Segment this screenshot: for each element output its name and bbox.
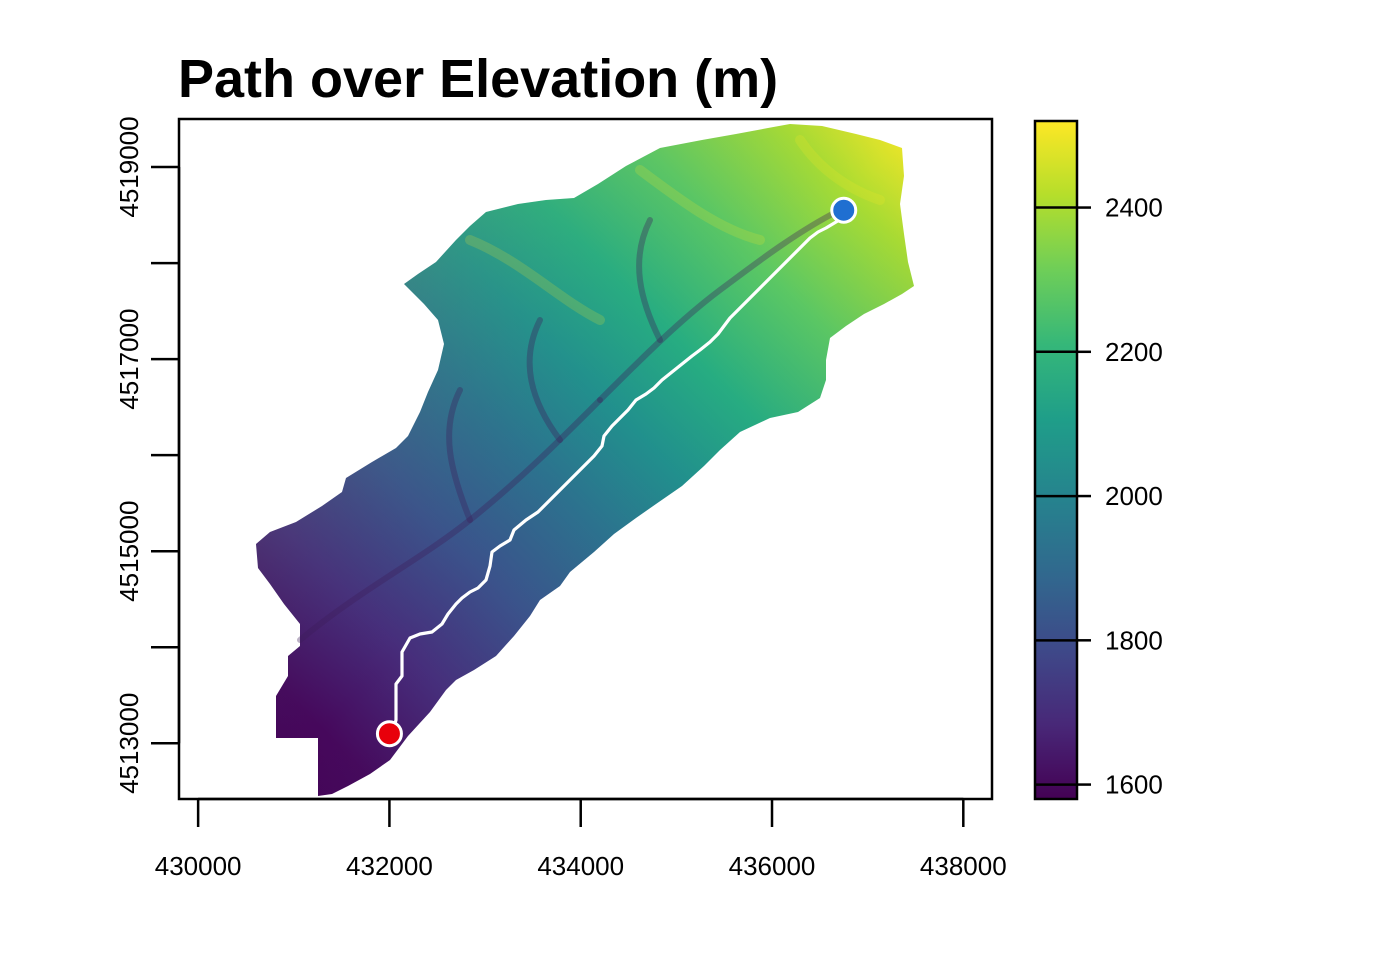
legend-ticks: 1600 1800 2000 2200 2400 [1035,193,1163,800]
legend-tick-label: 2400 [1105,193,1163,223]
y-tick-label: 4515000 [114,501,144,602]
x-tick-label: 436000 [729,851,816,881]
x-tick-label: 434000 [537,851,624,881]
y-tick-label: 4517000 [114,308,144,409]
legend-tick-label: 1600 [1105,770,1163,800]
legend-tick-label: 2200 [1105,337,1163,367]
valley-line [526,317,563,443]
start-point-marker [375,720,403,748]
ridge-line [795,135,885,205]
map-title: Path over Elevation (m) [178,49,779,109]
ridge-line [465,235,605,325]
ridge-line [635,165,765,245]
route-path [390,214,847,735]
legend-color-bar [1033,119,1079,801]
valley-line [297,397,603,643]
valley-line [446,387,473,523]
y-tick-label: 4513000 [114,693,144,794]
terrain-shading [256,124,914,796]
valley-line [636,217,663,343]
x-tick-label: 438000 [920,851,1007,881]
legend-tick-label: 1800 [1105,625,1163,655]
x-tick-label: 430000 [155,851,242,881]
end-point-marker [830,196,858,224]
x-tick-label: 432000 [346,851,433,881]
color-legend: 1600 1800 2000 2200 2400 [1033,119,1163,801]
y-tick-label: 4519000 [114,116,144,217]
elevation-raster [256,124,914,796]
legend-tick-label: 2000 [1105,481,1163,511]
y-axis: 4513000 4515000 4517000 4519000 [114,116,181,794]
valley-line [597,207,843,403]
x-axis: 430000 432000 434000 436000 438000 [155,797,1007,881]
